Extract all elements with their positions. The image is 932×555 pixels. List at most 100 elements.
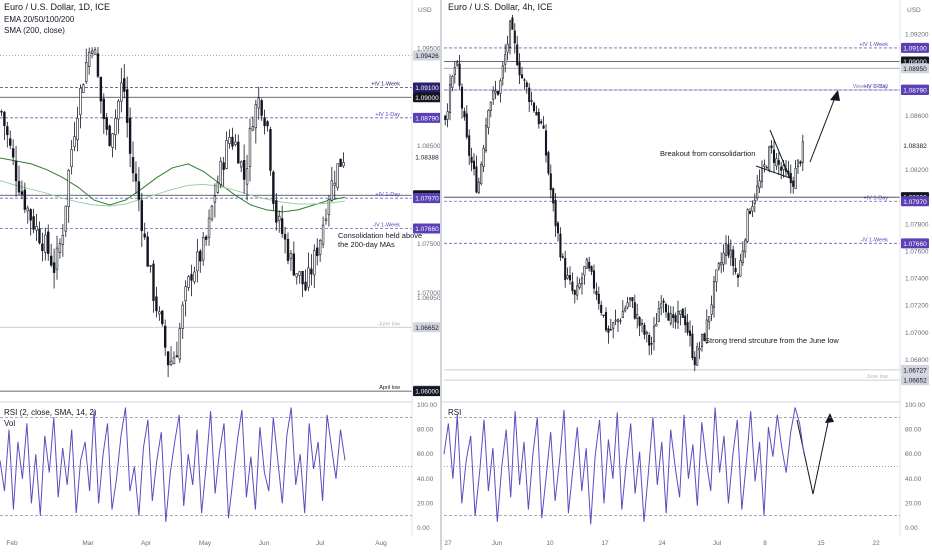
candle-body: [588, 261, 591, 269]
candle-body: [456, 62, 459, 66]
candle-body: [333, 182, 336, 186]
candle-body: [801, 141, 804, 163]
candle-body: [712, 281, 716, 308]
candle-body: [775, 158, 778, 167]
rsi-tick-label: 100.00: [417, 402, 437, 409]
candle-body: [242, 159, 246, 180]
candle-body: [23, 189, 27, 210]
time-tick-label: Aug: [375, 540, 387, 547]
price-tag: [413, 50, 441, 61]
candle-body: [703, 333, 706, 341]
right-trend-annotation: Strong trend strcuture from the June low: [705, 336, 839, 345]
left-panel: +IV 1-Week +IV 1-Day +IV 1-Day -IV 1-Week Ju…: [0, 0, 441, 547]
candle-body: [96, 53, 100, 77]
rsi-tick-label: 60.00: [417, 451, 434, 458]
price-tag-label: 1.07970: [415, 196, 439, 203]
right-time-axis: 27 Jun 10 17 24 Jul 8 15 22: [444, 540, 880, 547]
candle-body: [196, 251, 199, 272]
price-tag: [901, 140, 929, 151]
candle-body: [321, 224, 325, 245]
candle-body: [336, 163, 339, 189]
price-tag: [413, 386, 441, 397]
candle-body: [90, 50, 94, 54]
candle-body: [631, 297, 634, 302]
candle-body: [489, 101, 492, 111]
candle-body: [540, 121, 543, 124]
candle-body: [41, 243, 44, 251]
candle-body: [739, 260, 742, 277]
price-tag: [901, 42, 929, 53]
candle-body: [286, 238, 290, 261]
candle-body: [275, 200, 278, 223]
candle-body: [269, 129, 272, 171]
candle-body: [120, 82, 123, 102]
candle-body: [199, 250, 202, 262]
candle-body: [796, 159, 800, 168]
candle-body: [228, 137, 231, 144]
price-tick-label: 1.08500: [417, 143, 441, 150]
candle-body: [544, 130, 548, 156]
rsi-projection-arrow-head: [825, 413, 834, 423]
rsi-tick-label: 20.00: [417, 500, 434, 507]
candle-body: [58, 243, 62, 253]
candle-body: [257, 97, 260, 109]
candle-body: [240, 161, 243, 168]
candle-body: [600, 304, 603, 313]
candle-body: [494, 90, 497, 94]
left-price-tags: 1.094261.091001.090001.087901.083881.080…: [413, 50, 441, 397]
candle-body: [231, 136, 234, 147]
candle-body: [751, 206, 754, 212]
price-tick-label: 1.07000: [417, 290, 441, 297]
candle-body: [770, 145, 773, 149]
candle-body: [504, 54, 507, 65]
price-tick-label: 1.06800: [905, 357, 929, 364]
candle-body: [782, 165, 785, 170]
candle-body: [669, 313, 672, 324]
candle-body: [446, 111, 449, 120]
candle-body: [609, 329, 612, 331]
candle-body: [234, 141, 237, 146]
candle-body: [564, 257, 567, 280]
candle-body: [672, 314, 675, 319]
candle-body: [734, 267, 737, 273]
candle-body: [152, 263, 155, 301]
candle-body: [655, 323, 658, 327]
candle-body: [307, 267, 310, 288]
candle-body: [724, 243, 728, 256]
candle-body: [280, 218, 284, 235]
candle-body: [624, 307, 627, 312]
rsi-tick-label: 20.00: [905, 500, 922, 507]
candle-body: [525, 82, 528, 87]
level-label: +IV 1-Week: [371, 81, 400, 87]
price-tag: [901, 63, 929, 74]
candle-body: [662, 300, 665, 303]
price-tag: [901, 238, 929, 249]
candle-body: [20, 191, 24, 195]
level-label: June low: [866, 374, 888, 380]
rsi-line: [0, 407, 346, 522]
time-tick-label: 15: [817, 540, 825, 547]
candle-body: [29, 209, 32, 221]
price-tag-label: 1.08790: [415, 115, 439, 122]
candle-body: [251, 126, 255, 131]
right-rsi-label: RSI: [448, 408, 461, 417]
candle-body: [532, 102, 536, 112]
candle-body: [592, 270, 596, 289]
candle-body: [248, 127, 252, 167]
candle-body: [35, 226, 38, 231]
candle-body: [602, 314, 605, 317]
candle-body: [79, 87, 82, 116]
candle-body: [448, 84, 452, 113]
candle-body: [482, 147, 485, 167]
candle-body: [463, 111, 466, 118]
rsi-tick-label: 40.00: [905, 476, 922, 483]
candle-body: [166, 351, 170, 366]
price-tick-label: 1.09200: [905, 31, 929, 38]
price-tag-label: 1.09000: [903, 59, 927, 66]
time-tick-label: Apr: [141, 540, 152, 547]
candle-body: [621, 310, 624, 319]
candle-body: [614, 319, 617, 322]
candle-body: [204, 236, 208, 240]
candle-body: [729, 249, 732, 258]
